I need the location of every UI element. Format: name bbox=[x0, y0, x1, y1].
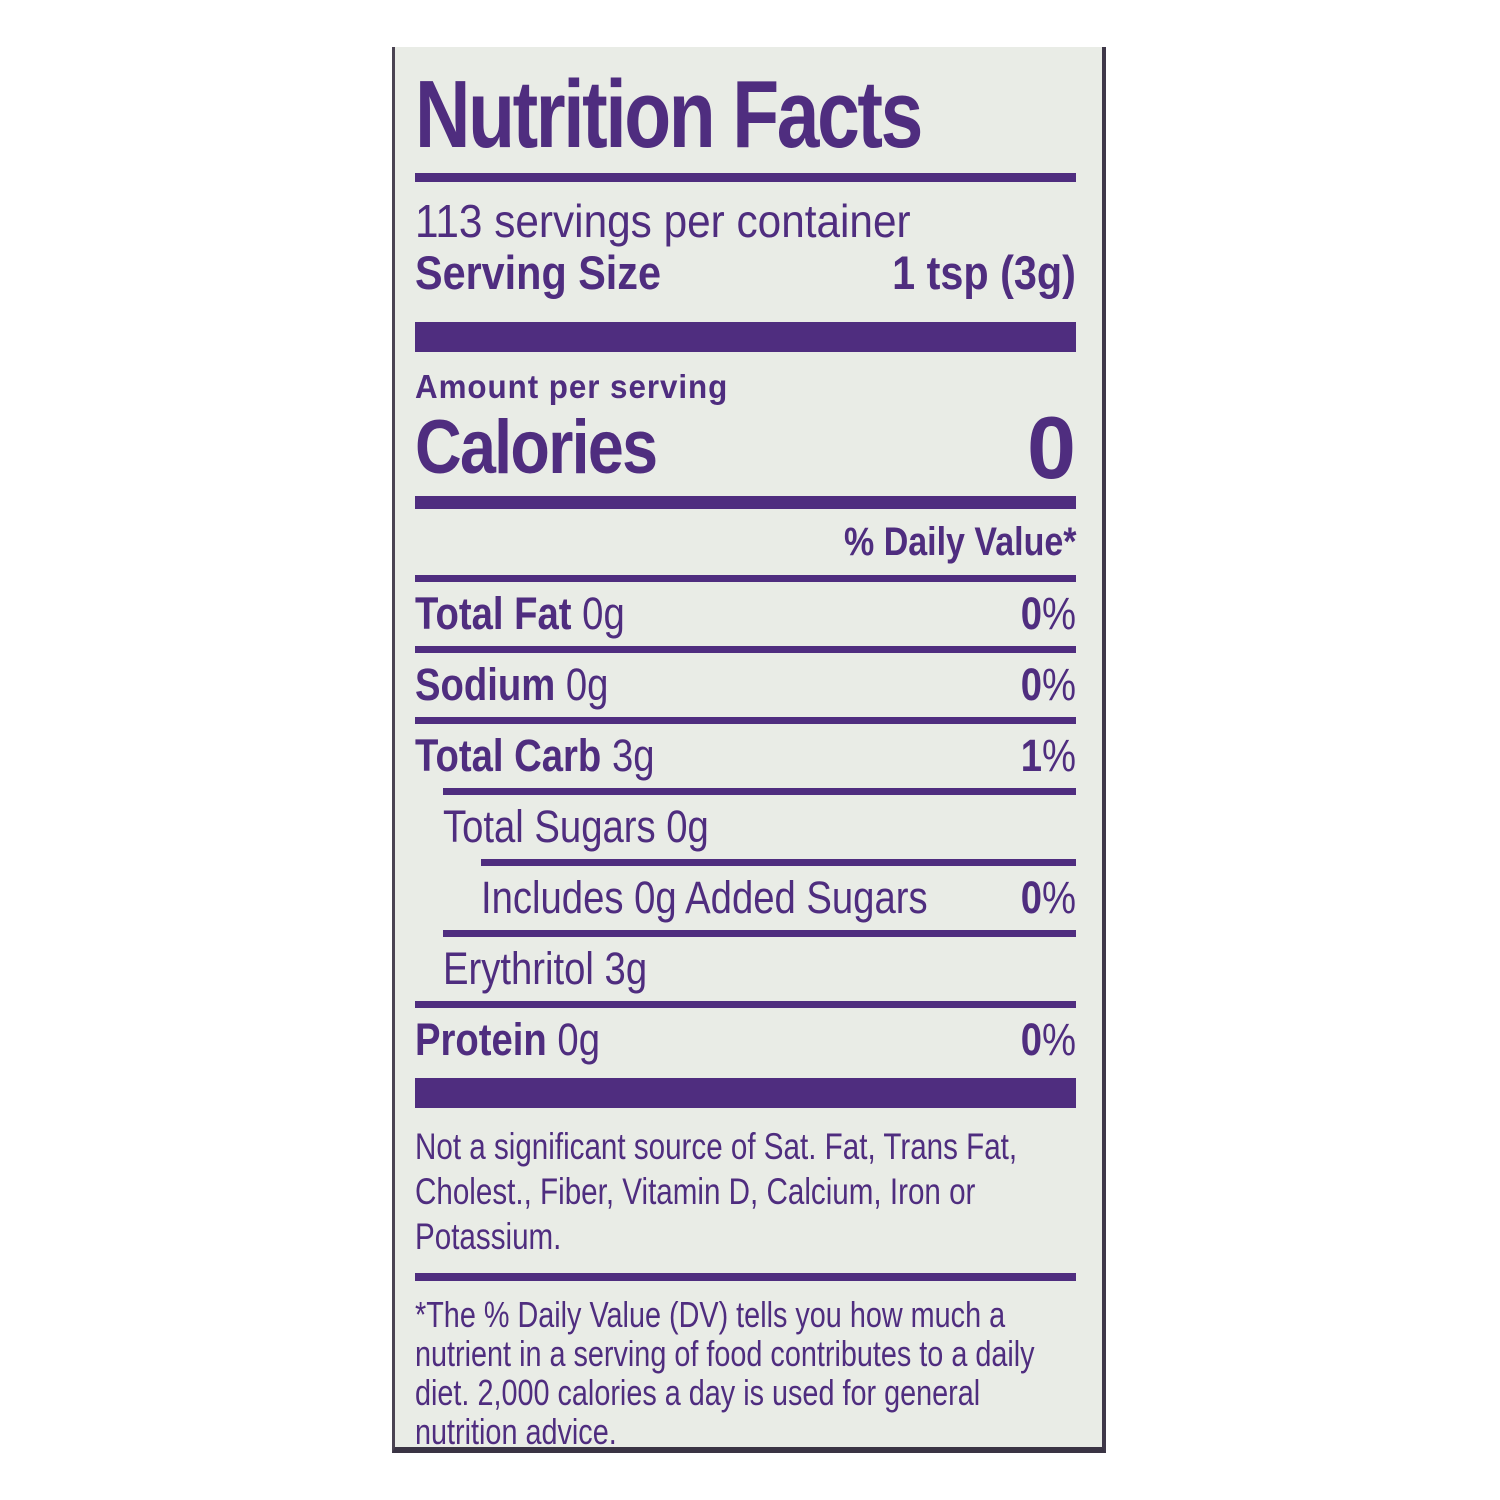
amount-per-serving: Amount per serving bbox=[415, 368, 729, 405]
row-divider-indent1 bbox=[443, 788, 1076, 795]
footnote-divider bbox=[415, 1273, 1076, 1281]
serving-size-row: Serving Size 1 tsp (3g) bbox=[415, 246, 1076, 300]
daily-value-footnote: *The % Daily Value (DV) tells you how mu… bbox=[415, 1294, 1035, 1452]
added-sugars-dv: 0% bbox=[1020, 872, 1076, 923]
row-divider bbox=[415, 717, 1076, 724]
row-divider bbox=[415, 1001, 1076, 1008]
thick-separator-bottom bbox=[415, 1078, 1076, 1108]
row-sodium: Sodium 0g 0% bbox=[415, 659, 1076, 710]
calories-label: Calories bbox=[415, 405, 658, 490]
row-divider-indent1 bbox=[443, 930, 1076, 937]
daily-value-header: % Daily Value* bbox=[843, 520, 1076, 564]
row-total-carb: Total Carb 3g 1% bbox=[415, 730, 1076, 781]
thick-separator-top bbox=[415, 322, 1076, 352]
daily-value-divider bbox=[415, 575, 1076, 582]
sodium-dv: 0% bbox=[1020, 659, 1076, 710]
row-divider bbox=[415, 646, 1076, 653]
row-added-sugars: Includes 0g Added Sugars 0% bbox=[481, 872, 1076, 923]
label-title: Nutrition Facts bbox=[415, 67, 1076, 163]
label-title-text: Nutrition Facts bbox=[415, 61, 923, 168]
row-erythritol: Erythritol 3g bbox=[443, 943, 648, 994]
protein-dv: 0% bbox=[1020, 1014, 1076, 1065]
row-total-sugars: Total Sugars 0g bbox=[443, 801, 709, 852]
row-protein: Protein 0g 0% bbox=[415, 1014, 1076, 1065]
serving-size-label: Serving Size bbox=[415, 246, 661, 299]
serving-size-value: 1 tsp (3g) bbox=[892, 246, 1076, 299]
calories-divider bbox=[415, 496, 1076, 509]
servings-per-container: 113 servings per container bbox=[415, 195, 911, 247]
row-divider-indent2 bbox=[481, 859, 1076, 866]
title-divider bbox=[415, 173, 1076, 182]
nutrition-facts-label: Nutrition Facts 113 servings per contain… bbox=[392, 47, 1106, 1453]
not-significant-note: Not a significant source of Sat. Fat, Tr… bbox=[415, 1126, 1018, 1257]
total-carb-dv: 1% bbox=[1020, 730, 1076, 781]
total-fat-dv: 0% bbox=[1020, 588, 1076, 639]
row-total-fat: Total Fat 0g 0% bbox=[415, 588, 1076, 639]
calories-row: Calories 0 bbox=[415, 398, 1076, 497]
calories-value: 0 bbox=[1027, 398, 1076, 497]
